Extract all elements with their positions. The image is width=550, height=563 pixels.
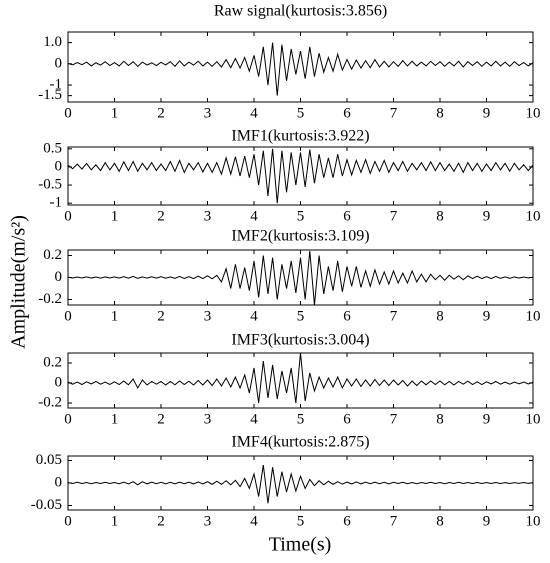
y-tick-label: 0 [55, 158, 63, 174]
y-tick-label: 1.0 [43, 34, 62, 50]
x-tick-label: 9 [483, 308, 491, 324]
signal-line [67, 251, 534, 306]
x-axis-label: Time(s) [269, 534, 332, 556]
x-tick-label: 4 [250, 513, 258, 529]
x-tick-label: 1 [111, 411, 119, 427]
y-tick-label: -0.2 [38, 291, 62, 307]
x-tick-label: 0 [64, 411, 72, 427]
plot-frame [67, 146, 534, 206]
y-tick-label: -1 [50, 76, 63, 92]
x-tick-label: 3 [204, 308, 212, 324]
signal-line [67, 352, 534, 404]
x-tick-label: 1 [111, 513, 119, 529]
x-tick-label: 2 [157, 513, 165, 529]
x-tick-label: 10 [526, 411, 541, 427]
x-tick-label: 5 [297, 513, 305, 529]
x-tick-label: 7 [390, 411, 398, 427]
x-tick-label: 7 [390, 513, 398, 529]
x-tick-label: 0 [64, 208, 72, 224]
x-tick-label: 1 [111, 208, 119, 224]
panel-title: IMF1(kurtosis:3.922) [231, 128, 369, 145]
x-tick-label: 0 [64, 105, 72, 121]
x-tick-label: 2 [157, 411, 165, 427]
x-tick-label: 6 [343, 513, 351, 529]
x-tick-label: 8 [436, 308, 444, 324]
panel-title: Raw signal(kurtosis:3.856) [214, 3, 387, 20]
plot-frame [67, 352, 534, 409]
x-tick-label: 0 [64, 513, 72, 529]
x-tick-label: 3 [204, 208, 212, 224]
x-tick-label: 6 [343, 411, 351, 427]
x-tick-label: 2 [157, 308, 165, 324]
x-tick-label: 8 [436, 411, 444, 427]
x-tick-label: 4 [250, 308, 258, 324]
x-tick-label: 9 [483, 513, 491, 529]
x-tick-label: 6 [343, 208, 351, 224]
y-tick-label: -0.5 [38, 177, 62, 193]
x-tick-label: 4 [250, 208, 258, 224]
x-tick-label: 7 [390, 308, 398, 324]
x-tick-label: 1 [111, 308, 119, 324]
x-tick-label: 10 [526, 208, 541, 224]
panel-title: IMF2(kurtosis:3.109) [231, 228, 369, 245]
y-tick-label: 0 [55, 269, 63, 285]
plot-frame [67, 455, 534, 511]
x-tick-label: 0 [64, 308, 72, 324]
x-tick-label: 5 [297, 411, 305, 427]
x-tick-label: 4 [250, 411, 258, 427]
y-tick-label: -0.2 [38, 394, 62, 410]
x-tick-label: 7 [390, 105, 398, 121]
plot-frame [67, 31, 534, 103]
x-tick-label: 10 [526, 308, 541, 324]
y-tick-label: 0 [55, 474, 63, 490]
x-tick-label: 5 [297, 105, 305, 121]
y-axis-label: Amplitude(m/s²) [8, 215, 30, 349]
panel-title: IMF3(kurtosis:3.004) [231, 332, 369, 349]
x-tick-label: 8 [436, 105, 444, 121]
x-tick-label: 3 [204, 105, 212, 121]
x-tick-label: 6 [343, 308, 351, 324]
plot-frame [67, 249, 534, 306]
x-tick-label: 9 [483, 208, 491, 224]
x-tick-label: 1 [111, 105, 119, 121]
x-tick-label: 3 [204, 411, 212, 427]
x-tick-label: 8 [436, 513, 444, 529]
y-tick-label: 0.5 [43, 140, 62, 156]
y-tick-label: 0.05 [36, 452, 62, 468]
x-tick-label: 10 [526, 105, 541, 121]
y-tick-label: -0.05 [31, 497, 62, 513]
y-tick-label: 0 [55, 374, 63, 390]
y-tick-label: 0 [55, 55, 63, 71]
x-tick-label: 3 [204, 513, 212, 529]
signal-line [67, 148, 534, 204]
x-tick-label: 5 [297, 308, 305, 324]
panel-title: IMF4(kurtosis:2.875) [231, 434, 369, 451]
x-tick-label: 6 [343, 105, 351, 121]
x-tick-label: 2 [157, 105, 165, 121]
y-tick-label: -1.5 [38, 87, 62, 103]
x-tick-label: 2 [157, 208, 165, 224]
signal-line [67, 464, 534, 504]
y-tick-label: 0.2 [43, 247, 62, 263]
x-tick-label: 5 [297, 208, 305, 224]
x-tick-label: 9 [483, 105, 491, 121]
x-tick-label: 8 [436, 208, 444, 224]
y-tick-label: 0.2 [43, 354, 62, 370]
signal-line [67, 42, 534, 96]
y-tick-label: -1 [50, 195, 63, 211]
x-tick-label: 7 [390, 208, 398, 224]
x-tick-label: 9 [483, 411, 491, 427]
x-tick-label: 4 [250, 105, 258, 121]
x-tick-label: 10 [526, 513, 541, 529]
